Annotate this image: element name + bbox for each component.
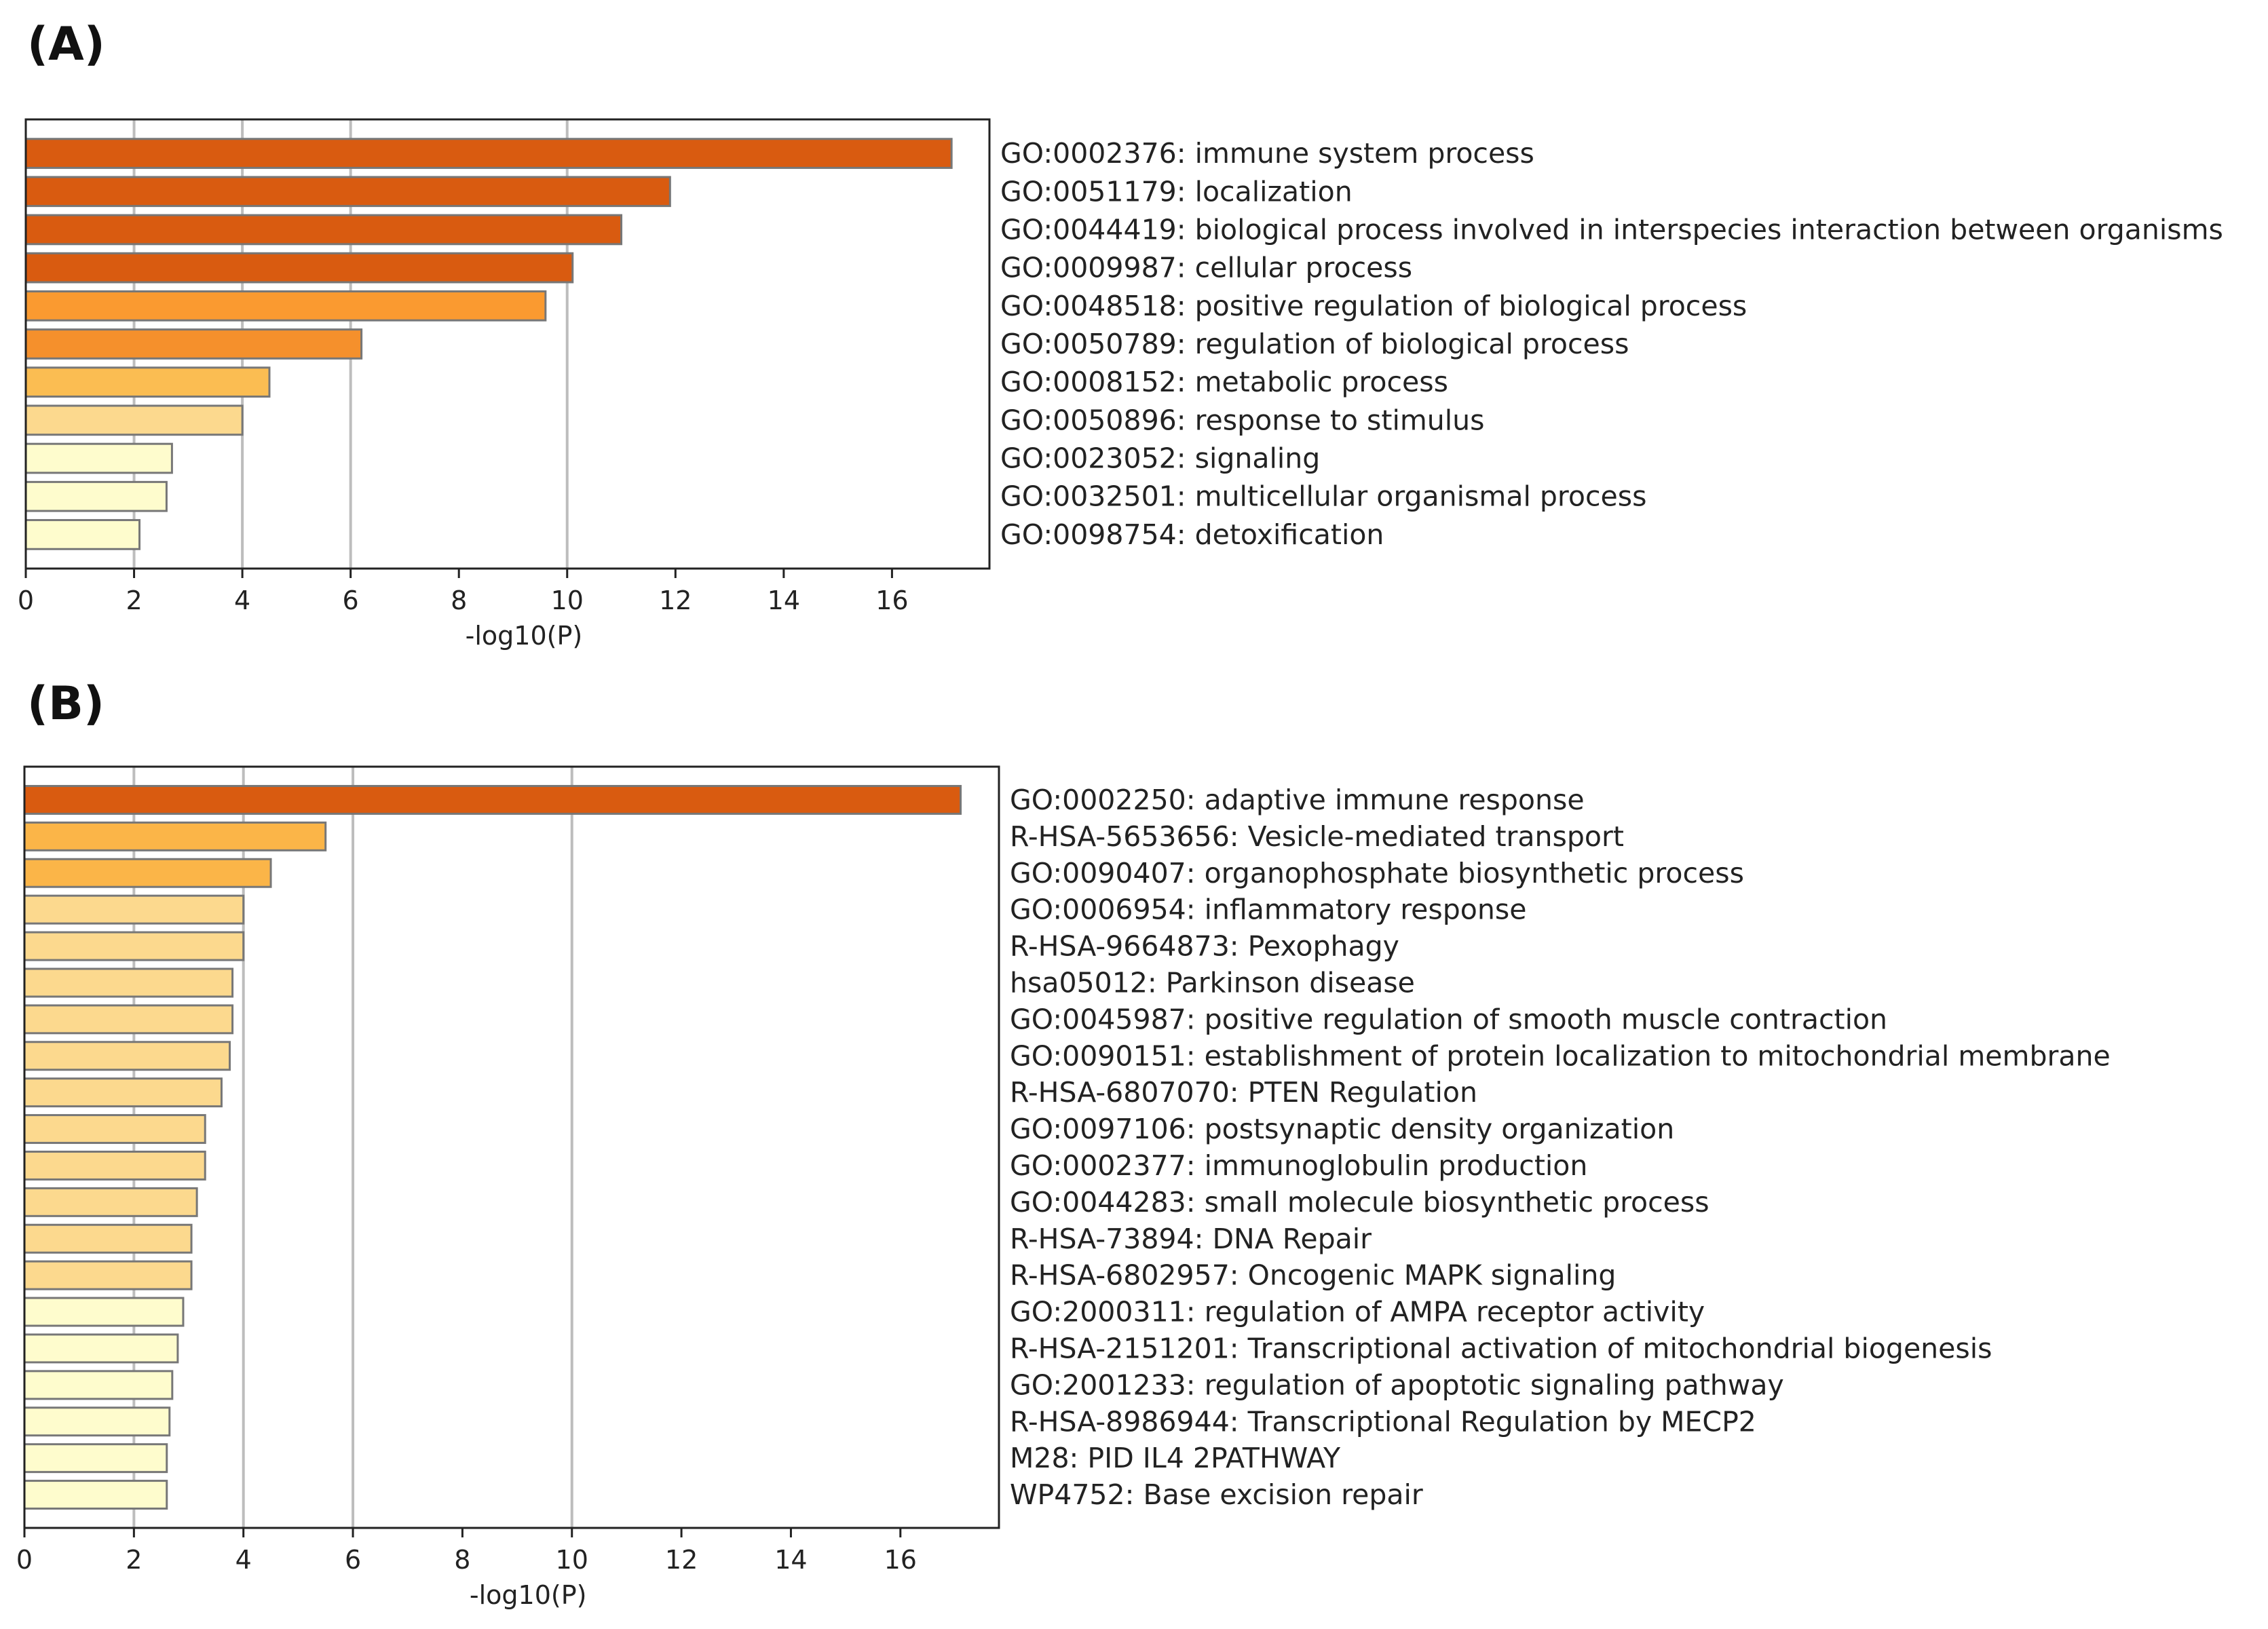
panel-a-x-tick-label: 16 (875, 586, 908, 615)
panel-b-bar (23, 1223, 193, 1254)
panel-b-term-label: R-HSA-2151201: Transcriptional activatio… (1010, 1332, 1992, 1364)
panel-a-term-label: GO:0048518: positive regulation of biolo… (1000, 290, 1747, 322)
panel-a-x-tick-label: 6 (343, 586, 359, 615)
panel-b-term-label: R-HSA-5653656: Vesicle-mediated transpor… (1010, 820, 1624, 853)
panel-b-term-label: M28: PID IL4 2PATHWAY (1010, 1442, 1341, 1474)
panel-b-bar (23, 967, 234, 998)
panel-a-bar (24, 519, 141, 550)
panel-b-term-label: R-HSA-6802957: Oncogenic MAPK signaling (1010, 1259, 1616, 1292)
panel-a-term-label: GO:0002376: immune system process (1000, 137, 1534, 170)
panel-b-bar (23, 1260, 193, 1290)
panel-b-term-label: GO:2001233: regulation of apoptotic sign… (1010, 1368, 1784, 1401)
panel-b-term-label: GO:0002377: immunoglobulin production (1010, 1149, 1587, 1182)
panel-a-bar (24, 480, 168, 512)
panel-b-x-tick-label: 0 (16, 1545, 33, 1575)
panel-b-term-label: GO:0002250: adaptive immune response (1010, 784, 1585, 816)
panel-b-term-label: GO:0090151: establishment of protein loc… (1010, 1039, 2111, 1072)
panel-a-plot-frame (24, 118, 991, 570)
panel-a-term-label: GO:0051179: localization (1000, 175, 1353, 208)
panel-b-x-tick-label: 14 (774, 1545, 807, 1575)
panel-b-bar (23, 894, 245, 925)
panel-b-term-label: GO:0097106: postsynaptic density organiz… (1010, 1113, 1674, 1145)
panel-b-bar (23, 821, 327, 851)
panel-b-term-label: GO:0006954: inflammatory response (1010, 894, 1526, 926)
panel-b-term-label: GO:2000311: regulation of AMPA receptor … (1010, 1296, 1705, 1328)
panel-b-bar (23, 1114, 206, 1145)
panel-a-x-tick-label: 10 (551, 586, 584, 615)
panel-a-term-label: GO:0044419: biological process involved … (1000, 213, 2223, 246)
panel-b-term-label: R-HSA-8986944: Transcriptional Regulatio… (1010, 1405, 1756, 1438)
panel-a-bar (24, 328, 363, 360)
panel-b-bar (23, 1187, 198, 1217)
panel-a-bar (24, 366, 271, 398)
panel-a-x-tick-label: 14 (768, 586, 800, 615)
panel-a-x-tick-label: 8 (451, 586, 467, 615)
panel-a-bar (24, 138, 953, 169)
panel-b-bar (23, 784, 962, 815)
panel-b-bar (23, 931, 245, 961)
panel-b-term-label: hsa05012: Parkinson disease (1010, 966, 1415, 999)
panel-b-label: (B) (27, 677, 105, 731)
panel-b-plot-frame (23, 765, 1000, 1529)
panel-b-x-tick-label: 2 (126, 1545, 142, 1575)
panel-b-term-label: GO:0044283: small molecule biosynthetic … (1010, 1186, 1709, 1219)
panel-b-bar (23, 1480, 168, 1510)
panel-b-bar (23, 1150, 206, 1181)
panel-b-bar (23, 1370, 174, 1400)
panel-a-x-tick-label: 0 (18, 586, 34, 615)
panel-b-x-tick-label: 10 (556, 1545, 588, 1575)
panel-b-term-label: GO:0045987: positive regulation of smoot… (1010, 1003, 1887, 1035)
panel-b-bar (23, 1406, 171, 1437)
panel-b-term-label: R-HSA-6807070: PTEN Regulation (1010, 1076, 1477, 1109)
panel-b-term-label: WP4752: Base excision repair (1010, 1478, 1423, 1511)
panel-a-bar (24, 214, 623, 246)
panel-a-term-label: GO:0050789: regulation of biological pro… (1000, 328, 1629, 360)
panel-b-bar (23, 1443, 168, 1474)
panel-b-bar (23, 1297, 185, 1327)
panel-b-x-tick-label: 6 (345, 1545, 361, 1575)
panel-b-term-label: R-HSA-9664873: Pexophagy (1010, 930, 1399, 963)
panel-a-bar (24, 252, 574, 284)
panel-a-term-label: GO:0050896: response to stimulus (1000, 404, 1485, 436)
panel-b-x-tick-label: 16 (884, 1545, 917, 1575)
panel-b-bar (23, 1333, 179, 1364)
panel-a-term-label: GO:0023052: signaling (1000, 442, 1320, 475)
panel-a-bar (24, 404, 244, 436)
panel-a-x-tick-label: 4 (234, 586, 250, 615)
panel-b-bar (23, 1077, 223, 1108)
panel-b-x-tick-label: 12 (665, 1545, 698, 1575)
panel-b-bar (23, 858, 272, 888)
panel-b-x-tick-label: 4 (235, 1545, 252, 1575)
panel-b-x-tick-label: 8 (454, 1545, 470, 1575)
panel-a-term-label: GO:0098754: detoxification (1000, 518, 1384, 551)
panel-b-x-axis-label: -log10(P) (470, 1580, 587, 1610)
panel-b: (B) 0 2 4 6 8 10 12 14 16 -log10(P) GO:0002250: … (16, 677, 2111, 1610)
panel-a-bar (24, 442, 173, 474)
panel-b-bar (23, 1004, 234, 1035)
panel-a-bar (24, 290, 547, 322)
panel-a: (A) 0 2 4 6 8 10 12 14 16 -log10(P) GO:0002376: … (18, 18, 2223, 651)
panel-b-term-label: GO:0090407: organophosphate biosynthetic… (1010, 857, 1744, 889)
panel-a-term-label: GO:0008152: metabolic process (1000, 366, 1448, 398)
panel-a-bar (24, 176, 671, 208)
panel-a-label: (A) (27, 18, 105, 71)
panel-b-term-label: R-HSA-73894: DNA Repair (1010, 1223, 1372, 1255)
panel-a-term-label: GO:0032501: multicellular organismal pro… (1000, 480, 1646, 513)
panel-a-x-axis-label: -log10(P) (466, 621, 583, 651)
panel-a-term-label: GO:0009987: cellular process (1000, 252, 1412, 284)
panel-a-x-tick-label: 12 (659, 586, 692, 615)
panel-b-bar (23, 1041, 231, 1071)
panel-a-x-tick-label: 2 (126, 586, 142, 615)
